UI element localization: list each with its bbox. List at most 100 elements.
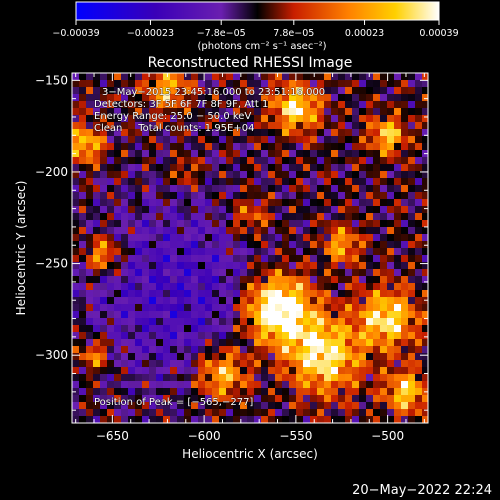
heatmap-cell [289, 332, 297, 340]
heatmap-cell [86, 73, 94, 81]
heatmap-cell [198, 192, 206, 200]
heatmap-cell [261, 255, 269, 263]
heatmap-cell [205, 87, 213, 95]
heatmap-cell [114, 360, 122, 368]
heatmap-cell [205, 80, 213, 88]
heatmap-cell [401, 185, 409, 193]
heatmap-cell [359, 241, 367, 249]
heatmap-cell [394, 318, 402, 326]
heatmap-cell [317, 269, 325, 277]
heatmap-cell [422, 241, 428, 249]
heatmap-cell [394, 150, 402, 158]
heatmap-cell [247, 402, 255, 410]
heatmap-cell [359, 255, 367, 263]
heatmap-cell [310, 101, 318, 109]
heatmap-cell [380, 185, 388, 193]
heatmap-cell [247, 206, 255, 214]
heatmap-cell [156, 108, 164, 116]
heatmap-cell [275, 311, 283, 319]
heatmap-cell [422, 374, 428, 382]
heatmap-cell [100, 164, 108, 172]
heatmap-cell [107, 276, 115, 284]
heatmap-cell [163, 395, 171, 403]
heatmap-cell [114, 353, 122, 361]
heatmap-cell [184, 164, 192, 172]
heatmap-cell [205, 178, 213, 186]
heatmap-cell [380, 402, 388, 410]
heatmap-cell [205, 213, 213, 221]
heatmap-cell [401, 192, 409, 200]
heatmap-cell [408, 192, 416, 200]
heatmap-cell [149, 339, 157, 347]
heatmap-cell [79, 395, 87, 403]
heatmap-cell [205, 227, 213, 235]
heatmap-cell [184, 339, 192, 347]
heatmap-cell [86, 318, 94, 326]
heatmap-cell [135, 185, 143, 193]
heatmap-cell [261, 80, 269, 88]
heatmap-cell [163, 269, 171, 277]
heatmap-cell [415, 416, 423, 423]
heatmap-cell [86, 129, 94, 137]
heatmap-cell [107, 94, 115, 102]
heatmap-cell [93, 241, 101, 249]
heatmap-cell [289, 269, 297, 277]
heatmap-cell [373, 115, 381, 123]
heatmap-cell [135, 367, 143, 375]
heatmap-cell [268, 276, 276, 284]
heatmap-cell [296, 297, 304, 305]
heatmap-cell [100, 136, 108, 144]
heatmap-cell [142, 129, 150, 137]
heatmap-cell [366, 374, 374, 382]
heatmap-cell [254, 367, 262, 375]
heatmap-cell [275, 157, 283, 165]
heatmap-cell [86, 374, 94, 382]
heatmap-cell [107, 80, 115, 88]
heatmap-cell [114, 94, 122, 102]
heatmap-cell [289, 381, 297, 389]
heatmap-cell [156, 262, 164, 270]
heatmap-cell [170, 94, 178, 102]
heatmap-cell [303, 101, 311, 109]
heatmap-cell [331, 255, 339, 263]
heatmap-cell [149, 206, 157, 214]
heatmap-cell [268, 416, 276, 423]
heatmap-cell [142, 164, 150, 172]
heatmap-cell [254, 374, 262, 382]
heatmap-cell [303, 325, 311, 333]
heatmap-cell [79, 318, 87, 326]
heatmap-cell [380, 360, 388, 368]
heatmap-cell [191, 199, 199, 207]
heatmap-cell [261, 101, 269, 109]
heatmap-cell [121, 283, 129, 291]
heatmap-cell [135, 255, 143, 263]
heatmap-cell [275, 297, 283, 305]
heatmap-cell [233, 360, 241, 368]
heatmap-cell [135, 339, 143, 347]
heatmap-cell [86, 290, 94, 298]
heatmap-cell [170, 213, 178, 221]
heatmap-cell [100, 353, 108, 361]
heatmap-cell [205, 150, 213, 158]
heatmap-cell [303, 402, 311, 410]
heatmap-cell [317, 178, 325, 186]
heatmap-cell [72, 157, 80, 165]
heatmap-cell [233, 311, 241, 319]
heatmap-cell [135, 409, 143, 417]
heatmap-cell [79, 290, 87, 298]
heatmap-cell [226, 199, 234, 207]
heatmap-cell [107, 290, 115, 298]
heatmap-cell [72, 269, 80, 277]
heatmap-cell [128, 87, 136, 95]
heatmap-cell [79, 402, 87, 410]
heatmap-cell [380, 129, 388, 137]
heatmap-cell [240, 262, 248, 270]
heatmap-cell [233, 199, 241, 207]
heatmap-cell [387, 178, 395, 186]
heatmap-cell [198, 409, 206, 417]
heatmap-cell [107, 234, 115, 242]
heatmap-cell [198, 325, 206, 333]
heatmap-cell [394, 262, 402, 270]
heatmap-cell [373, 353, 381, 361]
heatmap-cell [401, 381, 409, 389]
